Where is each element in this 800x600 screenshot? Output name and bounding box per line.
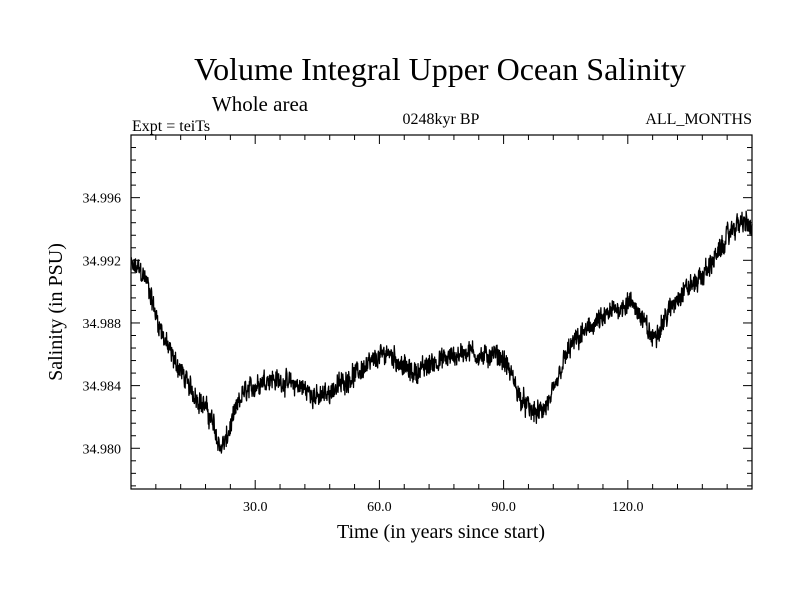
- y-tick-label: 34.988: [83, 317, 122, 332]
- x-axis-ticks: [155, 135, 728, 489]
- y-axis-tick-labels: 34.980 34.984 34.988 34.992 34.996: [83, 192, 122, 458]
- y-axis-ticks: [131, 147, 752, 487]
- y-tick-label: 34.980: [83, 442, 122, 457]
- x-tick-label: 60.0: [367, 500, 392, 515]
- period-label: 0248kyr BP: [403, 111, 480, 128]
- experiment-label: Expt = teiTs: [132, 118, 210, 135]
- y-axis-label: Salinity (in PSU): [45, 243, 67, 381]
- x-tick-label: 30.0: [243, 500, 268, 515]
- x-axis-label: Time (in years since start): [337, 521, 545, 543]
- chart-title: Volume Integral Upper Ocean Salinity: [194, 51, 686, 87]
- salinity-series-line: [130, 210, 753, 454]
- y-tick-label: 34.992: [83, 254, 122, 269]
- plot-frame: [130, 134, 753, 490]
- x-axis-tick-labels: 30.0 60.0 90.0 120.0: [243, 500, 644, 515]
- y-tick-label: 34.996: [83, 192, 122, 207]
- months-label: ALL_MONTHS: [645, 111, 752, 128]
- x-tick-label: 120.0: [612, 500, 644, 515]
- chart-subtitle: Whole area: [212, 92, 309, 116]
- y-tick-label: 34.984: [83, 380, 122, 395]
- x-tick-label: 90.0: [491, 500, 516, 515]
